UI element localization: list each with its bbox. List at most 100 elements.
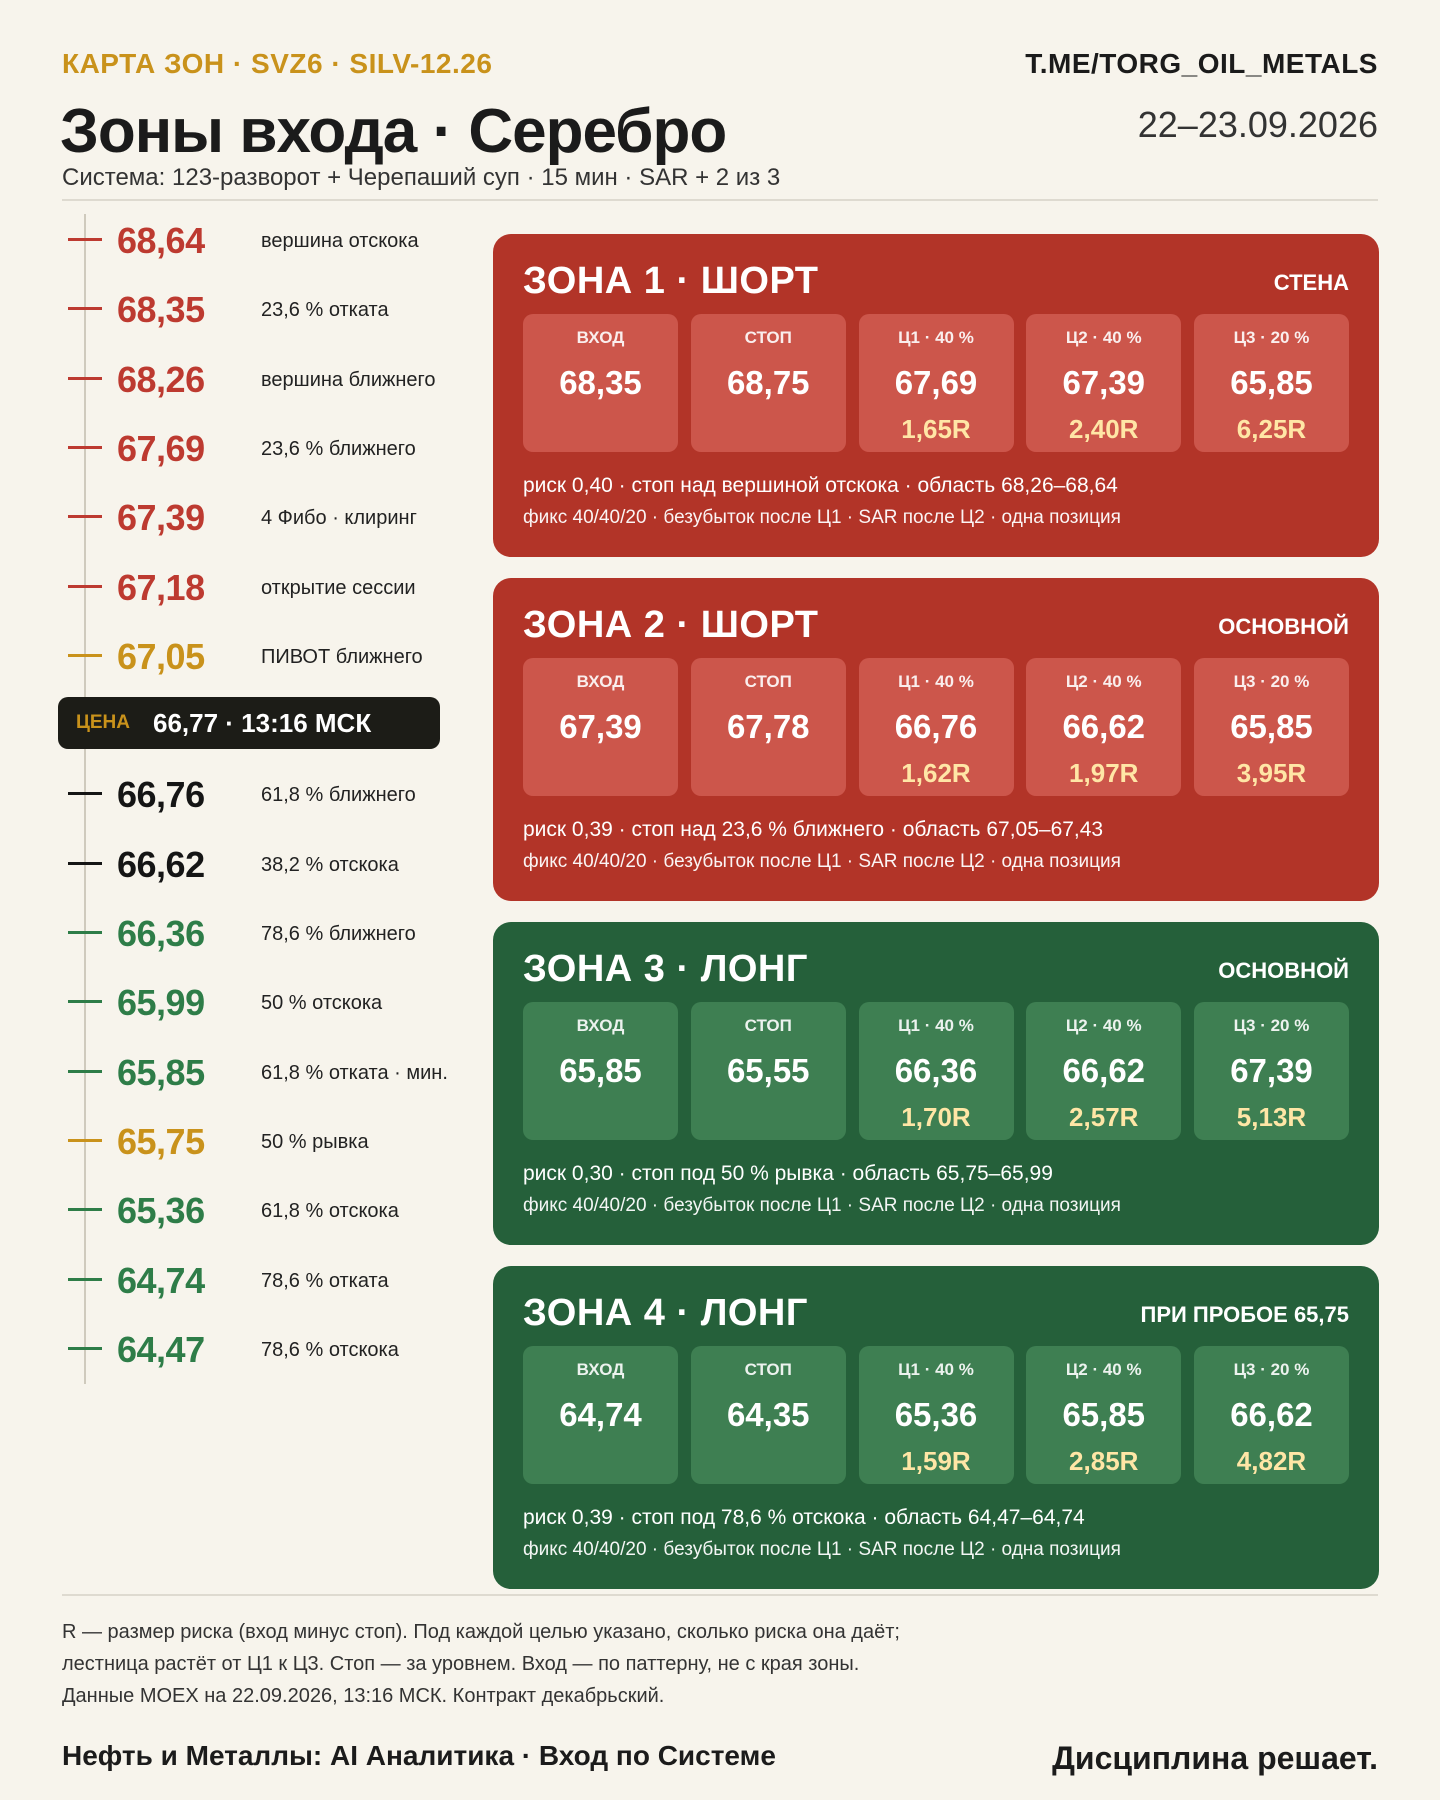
- cell-risk-multiple: 1,97R: [1069, 758, 1139, 788]
- channel-link[interactable]: T.ME/TORG_OIL_METALS: [1025, 48, 1378, 79]
- current-price-tag: ЦЕНА 66,77 · 13:16 МСК: [58, 697, 440, 750]
- cell-label: Ц1 · 40 %: [898, 672, 974, 691]
- zone-cell: Ц1 · 40 % 66,76 1,62R: [858, 658, 1014, 796]
- zone-cell: ВХОД 67,39: [523, 658, 678, 796]
- cell-label: Ц2 · 40 %: [1065, 672, 1142, 691]
- ladder-level: 66,76 61,8 % ближнего: [62, 768, 462, 820]
- cell-label: Ц3 · 20 %: [1233, 672, 1310, 691]
- zone-levels: ВХОД 67,39 СТОП 67,78 Ц1 · 40 % 66,76 1,62R Ц2 …: [523, 658, 1349, 796]
- ladder-level: 67,18 открытие сессии: [62, 561, 462, 613]
- cell-value: 66,62: [1230, 1396, 1313, 1433]
- zone-cell: Ц2 · 40 % 67,39 2,40R: [1026, 314, 1182, 452]
- cell-value: 65,55: [726, 1052, 810, 1089]
- cell-risk-multiple: 1,59R: [901, 1446, 971, 1476]
- cell-label: Ц2 · 40 %: [1065, 1016, 1142, 1035]
- cell-label: СТОП: [744, 672, 792, 691]
- zone-badge: ПРИ ПРОБОЕ 65,75: [1140, 1302, 1349, 1327]
- header-topline: КАРТА ЗОН · SVZ6 · SILV-12.26: [62, 48, 493, 79]
- cell-label: ВХОД: [576, 672, 625, 691]
- ladder-level: 64,74 78,6 % отката: [62, 1254, 462, 1306]
- level-value: 67,18: [117, 566, 205, 608]
- zone-badge: ОСНОВНОЙ: [1218, 958, 1349, 983]
- level-tick: [68, 1069, 102, 1073]
- zone-cell: Ц3 · 20 % 66,62 4,82R: [1194, 1346, 1349, 1484]
- cell-risk-multiple: 1,62R: [901, 758, 971, 788]
- zone-badge: ОСНОВНОЙ: [1218, 614, 1349, 639]
- level-tick: [68, 792, 102, 796]
- level-tick: [68, 376, 102, 380]
- level-label: 78,6 % отката: [261, 1269, 389, 1292]
- level-label: 38,2 % отскока: [261, 853, 399, 876]
- cell-label: СТОП: [744, 328, 792, 347]
- zone-cell: Ц3 · 20 % 65,85 3,95R: [1194, 658, 1349, 796]
- zone-card: ЗОНА 2 · ШОРТ ОСНОВНОЙ ВХОД 67,39 СТОП 67,78 Ц…: [493, 578, 1379, 901]
- cell-value: 65,85: [1062, 1396, 1146, 1433]
- system-subtitle: Система: 123-разворот + Черепаший суп · …: [62, 164, 781, 191]
- ladder-axis: [84, 214, 86, 1384]
- cell-risk-multiple: 2,40R: [1069, 414, 1139, 444]
- zone-cell: СТОП 64,35: [690, 1346, 846, 1484]
- zone-card: ЗОНА 1 · ШОРТ СТЕНА ВХОД 68,35 СТОП 68,75 Ц1 ·…: [493, 234, 1379, 557]
- level-tick: [68, 861, 102, 865]
- zone-cell: СТОП 67,78: [690, 658, 846, 796]
- zone-levels: ВХОД 68,35 СТОП 68,75 Ц1 · 40 % 67,69 1,65R Ц2 …: [523, 314, 1349, 452]
- cell-value: 67,39: [1230, 1052, 1313, 1089]
- level-tick: [68, 307, 102, 311]
- level-tick: [68, 1277, 102, 1281]
- zone-cell: Ц3 · 20 % 67,39 5,13R: [1194, 1002, 1349, 1140]
- cell-value: 68,75: [726, 364, 810, 401]
- zone-cell: Ц3 · 20 % 65,85 6,25R: [1194, 314, 1349, 452]
- cell-risk-multiple: 1,65R: [901, 414, 971, 444]
- date-range: 22–23.09.2026: [1137, 104, 1378, 145]
- cell-label: Ц3 · 20 %: [1233, 1016, 1310, 1035]
- zone-title: ЗОНА 1 · ШОРТ: [523, 260, 819, 302]
- cell-label: Ц2 · 40 %: [1065, 1360, 1142, 1379]
- cell-value: 65,85: [1230, 364, 1313, 401]
- ladder-level: 67,05 ПИВОТ ближнего: [62, 630, 462, 682]
- cell-risk-multiple: 1,70R: [901, 1102, 971, 1132]
- ladder-level: 65,36 61,8 % отскока: [62, 1184, 462, 1236]
- ladder-level: 67,69 23,6 % ближнего: [62, 422, 462, 474]
- ladder-level: 68,26 вершина ближнего: [62, 353, 462, 405]
- zone-cell: Ц2 · 40 % 66,62 1,97R: [1026, 658, 1182, 796]
- level-tick: [68, 445, 102, 449]
- cell-value: 67,78: [726, 708, 810, 745]
- ladder-level: 64,47 78,6 % отскока: [62, 1323, 462, 1375]
- cell-value: 67,39: [1062, 364, 1146, 401]
- level-value: 66,76: [117, 774, 205, 816]
- zone-exit-note: фикс 40/40/20 · безубыток после Ц1 · SAR…: [523, 1539, 1121, 1560]
- cell-label: Ц1 · 40 %: [898, 1360, 974, 1379]
- price-label: ЦЕНА: [76, 712, 130, 734]
- level-label: 61,8 % отката · мин.: [261, 1061, 448, 1084]
- level-value: 65,99: [117, 982, 205, 1024]
- ladder-level: 65,99 50 % отскока: [62, 976, 462, 1028]
- zone-cell: Ц1 · 40 % 66,36 1,70R: [858, 1002, 1014, 1140]
- level-value: 64,74: [117, 1259, 205, 1301]
- level-label: 78,6 % отскока: [261, 1338, 399, 1361]
- level-value: 68,26: [117, 358, 205, 400]
- level-tick: [68, 1346, 102, 1350]
- level-value: 66,36: [117, 913, 205, 954]
- level-label: 50 % отскока: [261, 992, 383, 1015]
- zone-risk-note: риск 0,39 · стоп над 23,6 % ближнего · о…: [523, 818, 1104, 841]
- cell-value: 67,69: [894, 364, 978, 401]
- level-value: 67,05: [117, 635, 205, 677]
- level-value: 68,64: [117, 220, 205, 261]
- level-ladder: 68,64 вершина отскока 68,35 23,6 % отката 68…: [58, 214, 462, 1394]
- divider-top: [62, 199, 1378, 201]
- level-value: 65,75: [117, 1120, 205, 1162]
- zone-risk-note: риск 0,39 · стоп под 78,6 % отскока · об…: [523, 1506, 1085, 1529]
- cell-value: 65,36: [894, 1396, 978, 1433]
- zone-exit-note: фикс 40/40/20 · безубыток после Ц1 · SAR…: [523, 851, 1121, 872]
- footnote: R — размер риска (вход минус стоп). Под …: [62, 1616, 900, 1712]
- level-tick: [68, 584, 102, 588]
- cell-value: 64,35: [726, 1396, 810, 1433]
- cell-label: Ц1 · 40 %: [898, 1016, 974, 1035]
- zone-cell: ВХОД 65,85: [523, 1002, 678, 1140]
- level-label: 4 Фибо · клиринг: [261, 507, 417, 530]
- level-tick: [68, 238, 102, 241]
- zone-cell: Ц1 · 40 % 65,36 1,59R: [858, 1346, 1014, 1484]
- level-tick: [68, 653, 102, 657]
- ladder-level: 66,62 38,2 % отскока: [62, 838, 462, 890]
- level-value: 64,47: [117, 1328, 205, 1370]
